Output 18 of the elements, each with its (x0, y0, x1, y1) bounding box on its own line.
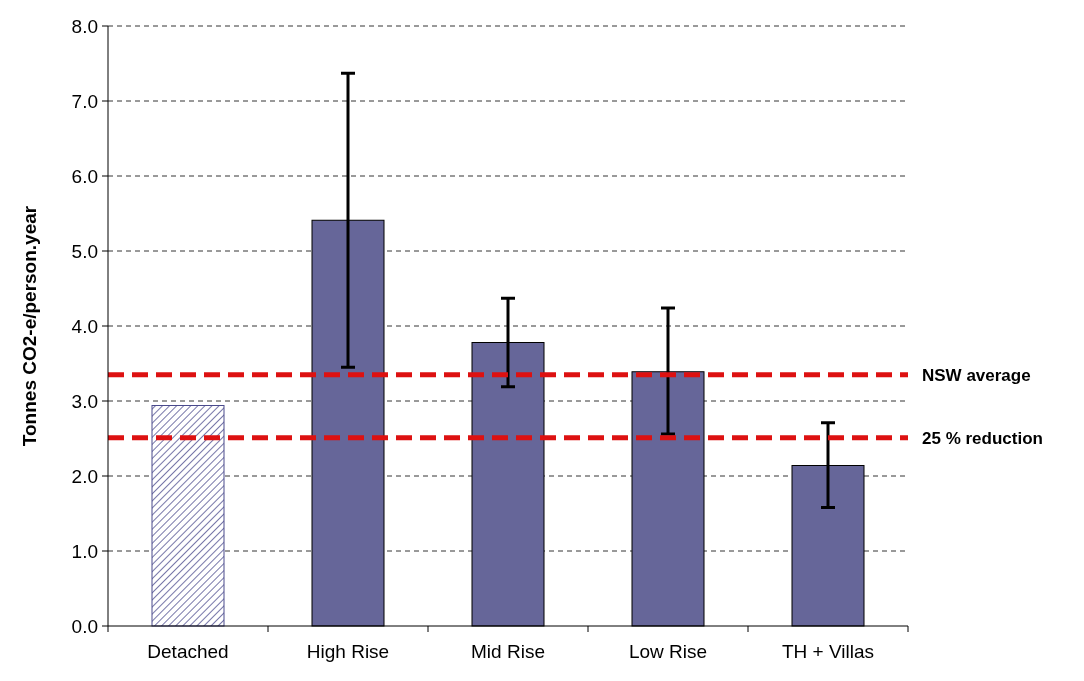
ref-line-label: 25 % reduction (922, 428, 1043, 448)
y-tick-label: 5.0 (71, 240, 98, 262)
x-tick-label: Detached (147, 641, 229, 662)
y-tick-label: 1.0 (71, 540, 98, 562)
x-tick-label: TH + Villas (781, 641, 875, 662)
y-tick-label: 8.0 (71, 15, 98, 37)
y-tick-label: 3.0 (71, 390, 98, 412)
y-axis-title: Tonnes CO2-e/person.year (19, 205, 40, 447)
bar (151, 405, 225, 627)
y-tick-label: 4.0 (71, 315, 98, 337)
y-tick-label: 2.0 (71, 465, 98, 487)
x-tick-label: Mid Rise (471, 641, 545, 662)
x-tick-label: Low Rise (628, 641, 708, 662)
ref-line-label: NSW average (922, 365, 1031, 385)
y-tick-label: 0.0 (71, 615, 98, 637)
y-tick-label: 6.0 (71, 165, 98, 187)
y-tick-label: 7.0 (71, 90, 98, 112)
x-tick-label: High Rise (306, 641, 390, 662)
